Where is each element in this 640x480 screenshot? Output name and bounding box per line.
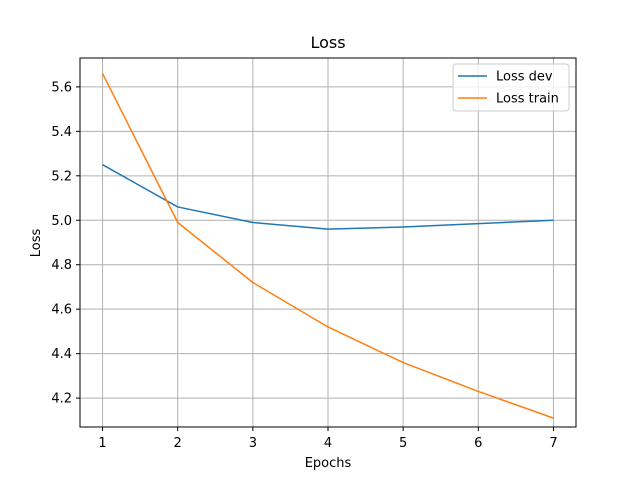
y-tick-label: 4.8 xyxy=(51,258,72,273)
x-axis-label: Epochs xyxy=(305,456,352,471)
y-tick-label: 5.4 xyxy=(51,125,72,140)
series-line-loss-train xyxy=(101,73,554,419)
y-axis-label: Loss xyxy=(29,229,44,258)
y-tick-label: 4.6 xyxy=(51,303,72,318)
legend-label-loss-train: Loss train xyxy=(496,92,559,107)
series-line-loss-dev xyxy=(102,164,554,230)
x-tick-label: 1 xyxy=(98,436,106,451)
y-tick-label: 5.6 xyxy=(51,80,72,95)
x-tick-label: 5 xyxy=(399,436,407,451)
y-tick-label: 4.2 xyxy=(51,392,72,407)
legend: Loss dev Loss train xyxy=(452,63,570,112)
y-axis: 4.2 4.4 4.6 4.8 5.0 5.2 5.4 5.6 xyxy=(51,80,80,407)
y-tick-label: 4.4 xyxy=(51,347,72,362)
y-tick-label: 5.0 xyxy=(51,214,72,229)
legend-label-loss-dev: Loss dev xyxy=(496,70,553,85)
x-tick-label: 2 xyxy=(174,436,182,451)
x-tick-label: 3 xyxy=(249,436,257,451)
chart-title: Loss xyxy=(310,33,345,52)
x-axis: 1 2 3 4 5 6 7 xyxy=(98,427,558,451)
y-tick-label: 5.2 xyxy=(51,169,72,184)
x-tick-label: 4 xyxy=(324,436,332,451)
grid-lines xyxy=(80,58,576,427)
x-tick-label: 6 xyxy=(474,436,482,451)
x-tick-label: 7 xyxy=(549,436,557,451)
series-layer xyxy=(101,73,554,419)
